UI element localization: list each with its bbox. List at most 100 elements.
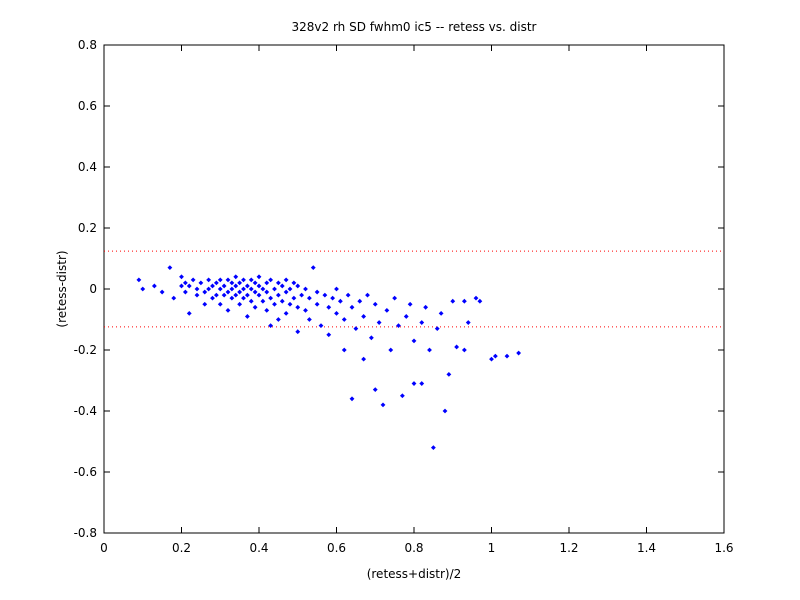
data-point — [217, 277, 223, 283]
data-point — [365, 292, 370, 298]
data-point — [306, 317, 312, 322]
data-point — [283, 311, 289, 316]
data-point — [504, 353, 510, 359]
y-tick-label: 0 — [89, 282, 97, 296]
x-axis-ticks: 0 0.2 0.4 0.6 0.8 1 1.2 1.4 1.6 — [100, 45, 734, 555]
data-point — [229, 295, 235, 301]
y-tick-label: -0.4 — [74, 404, 97, 418]
y-tick-label: -0.2 — [74, 343, 97, 357]
data-point — [140, 286, 146, 292]
data-point — [430, 445, 436, 450]
data-point — [272, 301, 277, 307]
data-point — [380, 402, 386, 408]
data-point — [194, 292, 200, 298]
data-point — [341, 317, 347, 322]
data-point — [229, 286, 235, 292]
data-point — [295, 283, 301, 289]
data-point — [279, 283, 285, 289]
data-point — [287, 286, 293, 292]
data-point — [194, 286, 200, 292]
data-point — [388, 347, 394, 353]
data-point — [473, 295, 479, 301]
data-point — [213, 280, 219, 286]
data-points — [136, 265, 522, 450]
data-point — [314, 301, 320, 307]
data-point — [303, 307, 308, 313]
data-point — [384, 307, 390, 313]
y-tick-label: 0.4 — [78, 160, 97, 174]
data-point — [287, 301, 293, 307]
data-point — [330, 295, 336, 301]
data-point — [233, 283, 239, 289]
data-point — [477, 298, 483, 304]
data-point — [465, 320, 471, 325]
data-point — [233, 292, 239, 298]
data-point — [434, 326, 440, 332]
data-point — [396, 323, 401, 328]
chart-title: 328v2 rh SD fwhm0 ic5 -- retess vs. dist… — [292, 20, 537, 34]
x-tick-label: 1.2 — [559, 541, 578, 555]
x-tick-label: 1 — [488, 541, 496, 555]
data-point — [411, 338, 417, 344]
data-point — [334, 311, 339, 316]
data-point — [492, 353, 498, 359]
data-point — [264, 280, 270, 286]
data-point — [337, 298, 343, 304]
data-point — [260, 286, 266, 292]
data-point — [206, 286, 212, 292]
data-point — [318, 323, 324, 328]
data-point — [198, 280, 204, 286]
data-point — [283, 277, 289, 283]
data-point — [237, 280, 243, 286]
data-point — [179, 283, 184, 289]
x-tick-label: 0.4 — [249, 541, 268, 555]
data-point — [306, 295, 312, 301]
x-tick-label: 0.2 — [172, 541, 191, 555]
data-point — [206, 277, 212, 283]
data-point — [248, 298, 254, 304]
data-point — [264, 307, 270, 313]
data-point — [179, 274, 184, 280]
data-point — [268, 295, 274, 301]
data-point — [341, 347, 347, 353]
data-point — [217, 286, 223, 292]
y-tick-label: -0.6 — [74, 465, 97, 479]
data-point — [256, 292, 262, 298]
data-point — [299, 292, 305, 298]
x-tick-label: 0.8 — [404, 541, 423, 555]
data-point — [272, 286, 277, 292]
data-point — [190, 277, 196, 283]
data-point — [244, 283, 250, 289]
data-point — [334, 286, 339, 292]
data-point — [291, 295, 297, 301]
data-point — [275, 280, 281, 286]
data-point — [210, 283, 215, 289]
data-point — [303, 286, 308, 292]
data-point — [237, 301, 243, 307]
data-point — [376, 320, 382, 325]
data-point — [225, 289, 231, 295]
limit-lines — [104, 250, 724, 328]
y-axis-title: (retess-distr) — [55, 250, 69, 327]
data-point — [411, 381, 417, 386]
data-point — [326, 304, 332, 310]
data-point — [349, 304, 355, 310]
data-point — [252, 304, 258, 310]
data-point — [353, 326, 359, 332]
x-tick-label: 1.6 — [714, 541, 733, 555]
y-tick-label: -0.8 — [74, 526, 97, 540]
data-point — [241, 286, 246, 292]
data-point — [217, 301, 223, 307]
data-point — [345, 292, 351, 298]
data-point — [357, 298, 363, 304]
data-point — [283, 289, 289, 295]
data-point — [233, 274, 239, 280]
data-point — [241, 277, 246, 283]
data-point — [326, 332, 332, 338]
data-point — [454, 344, 460, 350]
data-point — [260, 298, 266, 304]
data-point — [213, 292, 219, 298]
data-point — [419, 320, 425, 325]
data-point — [295, 329, 301, 335]
